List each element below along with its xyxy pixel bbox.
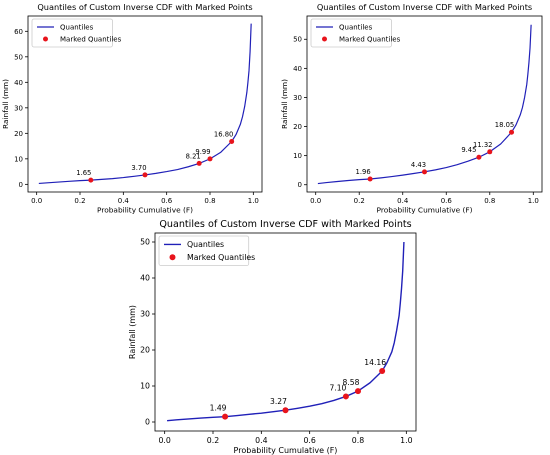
data-label: 3.70	[131, 164, 146, 172]
y-tick-label: 0	[19, 181, 23, 189]
x-tick-label: 0.4	[118, 197, 130, 205]
data-label: 9.45	[461, 146, 476, 154]
legend-label-quantiles: Quantiles	[339, 23, 373, 31]
chart-title: Quantiles of Custom Inverse CDF with Mar…	[159, 219, 411, 230]
marked-quantile-point	[142, 172, 148, 178]
marked-quantile-point	[422, 169, 427, 175]
legend-label-quantiles: Quantiles	[60, 23, 94, 31]
x-tick-label: 1.0	[528, 197, 539, 205]
x-tick-label: 0.4	[255, 436, 267, 445]
x-tick-label: 0.8	[204, 197, 215, 205]
legend-label-quantiles: Quantiles	[187, 240, 224, 249]
y-tick-label: 40	[140, 274, 150, 283]
x-tick-label: 0.8	[484, 197, 495, 205]
x-tick-label: 1.0	[400, 436, 412, 445]
legend-box	[31, 18, 113, 48]
y-tick-label: 30	[140, 310, 150, 319]
quantiles-line	[167, 241, 405, 422]
x-tick-label: 0.0	[158, 436, 170, 445]
marked-quantile-point	[196, 160, 202, 166]
data-label: 8.21	[186, 152, 201, 160]
quantiles-line	[317, 24, 532, 185]
data-label: 1.49	[210, 404, 227, 413]
y-tick-label: 40	[14, 79, 23, 87]
data-label: 3.27	[270, 397, 287, 406]
data-label: 1.96	[356, 168, 371, 176]
chart-2: Quantiles of Custom Inverse CDF with Mar…	[280, 2, 543, 214]
y-axis-label: Rainfall (mm)	[280, 79, 289, 129]
x-axis-label: Probability Cumulative (F)	[377, 205, 473, 214]
y-tick-label: 10	[293, 152, 302, 160]
data-label: 8.58	[343, 378, 360, 387]
y-tick-label: 20	[140, 346, 150, 355]
y-tick-label: 40	[293, 65, 302, 73]
legend-box	[158, 235, 250, 267]
legend-marker-swatch	[169, 254, 176, 261]
data-label: 1.65	[76, 169, 91, 177]
legend-label-marked-quantiles: Marked Quantiles	[60, 35, 122, 43]
data-label: 9.99	[195, 148, 210, 156]
y-tick-label: 10	[14, 155, 23, 163]
marked-quantile-point	[379, 368, 386, 375]
x-axis-label: Probability Cumulative (F)	[234, 446, 338, 455]
marked-quantile-point	[355, 388, 361, 395]
x-tick-label: 1.0	[248, 197, 259, 205]
y-tick-label: 0	[145, 418, 150, 427]
y-tick-label: 0	[298, 181, 302, 189]
marked-quantile-point	[88, 177, 94, 183]
y-tick-label: 20	[293, 123, 302, 131]
plot-frame	[154, 232, 417, 432]
chart-3: Quantiles of Custom Inverse CDF with Mar…	[128, 219, 417, 455]
x-tick-label: 0.2	[354, 197, 365, 205]
x-tick-label: 0.6	[161, 197, 173, 205]
marked-quantile-point	[367, 176, 373, 182]
marked-quantile-point	[487, 149, 493, 155]
data-label: 18.05	[495, 121, 514, 129]
marked-quantile-point	[282, 407, 289, 414]
marked-quantile-point	[222, 413, 229, 420]
chart-1: Quantiles of Custom Inverse CDF with Mar…	[1, 2, 263, 214]
y-tick-label: 30	[293, 94, 302, 102]
data-label: 7.10	[329, 383, 346, 392]
x-tick-label: 0.2	[74, 197, 85, 205]
x-tick-label: 0.0	[31, 197, 42, 205]
y-tick-label: 50	[14, 53, 23, 61]
marked-quantile-point	[509, 129, 515, 135]
plot-frame	[27, 15, 263, 193]
marked-quantile-point	[342, 393, 349, 400]
y-axis-label: Rainfall (mm)	[128, 305, 137, 359]
chart-title: Quantiles of Custom Inverse CDF with Mar…	[37, 2, 252, 12]
legend-marker-swatch	[322, 36, 327, 42]
chart-title: Quantiles of Custom Inverse CDF with Mar…	[317, 2, 532, 12]
legend-box	[310, 18, 392, 48]
data-label: 14.16	[364, 358, 386, 367]
y-tick-label: 10	[140, 382, 150, 391]
data-label: 11.32	[473, 141, 492, 149]
x-tick-label: 0.6	[441, 197, 453, 205]
data-label: 4.43	[411, 161, 426, 169]
data-label: 16.80	[214, 130, 233, 138]
y-tick-label: 30	[14, 104, 23, 112]
legend-label-marked-quantiles: Marked Quantiles	[339, 35, 401, 43]
legend-marker-swatch	[43, 36, 48, 42]
x-tick-label: 0.4	[397, 197, 409, 205]
x-tick-label: 0.0	[310, 197, 321, 205]
marked-quantile-point	[476, 154, 482, 160]
y-tick-label: 20	[14, 130, 23, 138]
legend-label-marked-quantiles: Marked Quantiles	[187, 253, 255, 262]
y-tick-label: 60	[14, 28, 23, 36]
x-tick-label: 0.2	[207, 436, 219, 445]
y-tick-label: 50	[140, 238, 150, 247]
y-tick-label: 50	[293, 36, 302, 44]
plot-frame	[306, 15, 543, 193]
x-axis-label: Probability Cumulative (F)	[97, 205, 193, 214]
marked-quantile-point	[207, 156, 213, 162]
quantiles-line	[38, 23, 252, 185]
x-tick-label: 0.6	[303, 436, 315, 445]
marked-quantile-point	[229, 138, 235, 144]
y-axis-label: Rainfall (mm)	[1, 79, 10, 129]
x-tick-label: 0.8	[352, 436, 364, 445]
